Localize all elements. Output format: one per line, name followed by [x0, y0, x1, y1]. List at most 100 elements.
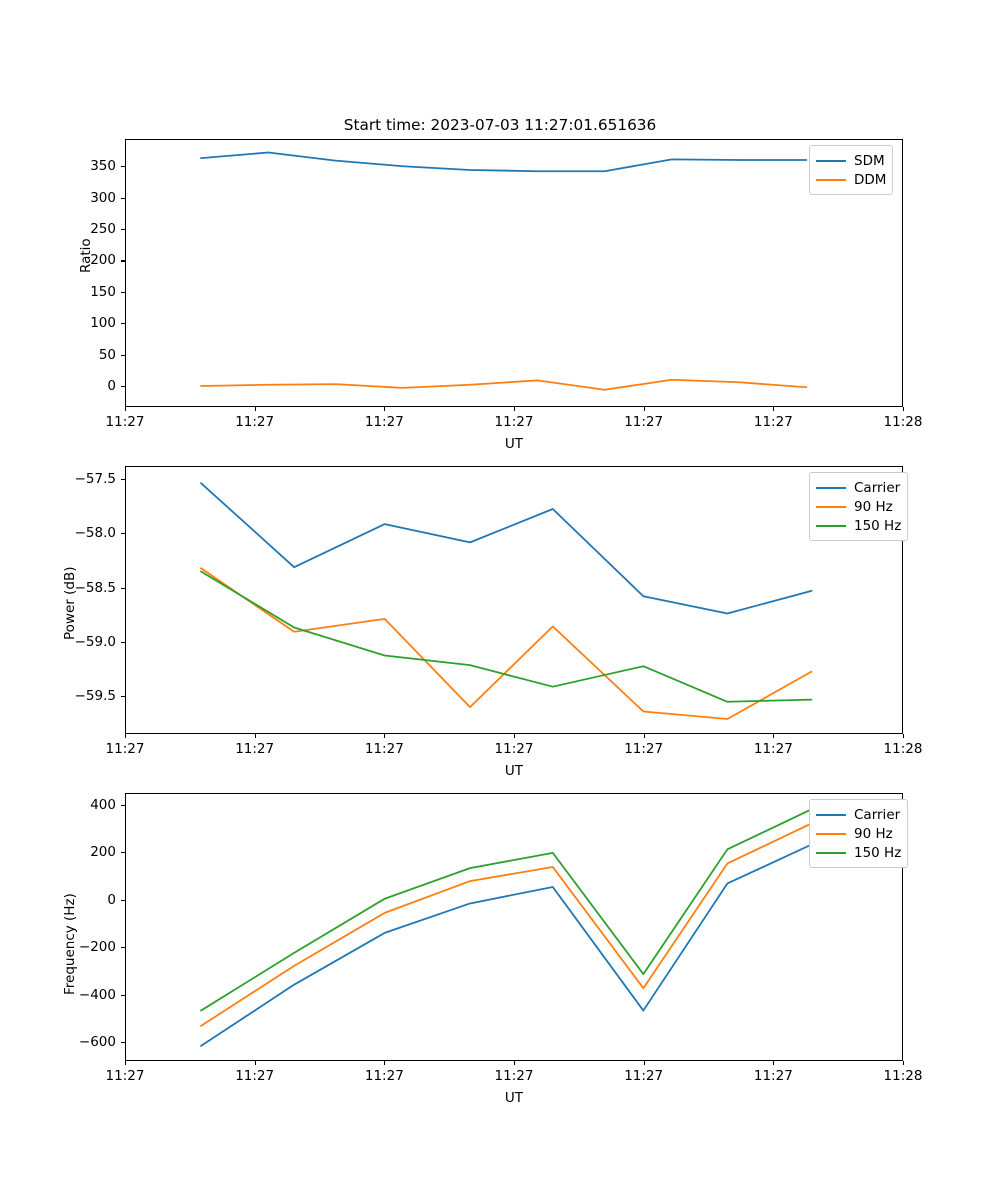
y-tick-label: 350	[90, 158, 116, 175]
subplot-frequency	[125, 793, 903, 1061]
x-tick-label: 11:27	[364, 414, 404, 430]
legend-entry[interactable]: 90 Hz	[816, 824, 901, 843]
x-tick-label: 11:27	[235, 741, 275, 757]
y-tick-label: 300	[90, 189, 116, 206]
x-tick-label: 11:27	[624, 1068, 664, 1084]
legend-line-swatch-icon	[816, 524, 846, 527]
x-tick-label: 11:27	[624, 741, 664, 757]
x-tick-mark	[254, 407, 256, 411]
y-tick-mark	[121, 1042, 125, 1044]
y-tick-mark	[121, 899, 125, 901]
legend-frequency[interactable]: Carrier 90 Hz 150 Hz	[809, 799, 909, 868]
legend-line-swatch-icon	[816, 505, 846, 508]
x-tick-mark	[643, 734, 645, 738]
x-tick-mark	[125, 734, 127, 738]
y-tick-label: −58.0	[74, 525, 116, 542]
legend-label: 150 Hz	[854, 844, 902, 861]
x-tick-mark	[773, 734, 775, 738]
x-tick-mark	[254, 1061, 256, 1065]
y-tick-label: 200	[90, 252, 116, 269]
x-tick-mark	[643, 1061, 645, 1065]
x-tick-mark	[773, 1061, 775, 1065]
x-tick-mark	[514, 1061, 516, 1065]
x-tick-mark	[125, 1061, 127, 1065]
y-tick-label: 250	[90, 220, 116, 237]
legend-line-swatch-icon	[816, 486, 846, 489]
x-tick-mark	[903, 1061, 905, 1065]
legend-entry[interactable]: Carrier	[816, 805, 901, 824]
x-tick-label: 11:27	[105, 414, 145, 430]
legend-label: 90 Hz	[854, 498, 893, 515]
x-tick-label: 11:28	[883, 1068, 923, 1084]
y-tick-label: −58.5	[74, 579, 116, 596]
y-tick-label: 0	[107, 891, 116, 908]
series-line-90-hz	[200, 822, 813, 1027]
y-tick-label: 50	[98, 346, 116, 363]
ylabel-frequency: Frequency (Hz)	[62, 893, 78, 995]
legend-line-swatch-icon	[816, 813, 846, 816]
x-tick-mark	[643, 407, 645, 411]
legend-entry[interactable]: SDM	[816, 151, 886, 170]
y-tick-mark	[121, 228, 125, 231]
x-tick-label: 11:27	[494, 741, 534, 757]
legend-ratio[interactable]: SDM DDM	[809, 145, 894, 195]
x-tick-label: 11:27	[235, 1068, 275, 1084]
legend-entry[interactable]: Carrier	[816, 478, 901, 497]
xlabel-frequency: UT	[504, 1090, 524, 1106]
x-tick-mark	[254, 734, 256, 738]
subplot-ratio	[125, 139, 903, 407]
x-tick-label: 11:27	[753, 414, 793, 430]
legend-label: DDM	[854, 171, 887, 188]
legend-power[interactable]: Carrier 90 Hz 150 Hz	[809, 472, 909, 541]
y-tick-mark	[121, 947, 125, 949]
y-tick-label: −59.5	[74, 688, 116, 705]
series-line-carrier	[200, 482, 813, 615]
x-tick-label: 11:27	[105, 1068, 145, 1084]
x-tick-mark	[125, 407, 127, 411]
x-tick-mark	[903, 407, 905, 411]
x-tick-label: 11:27	[364, 1068, 404, 1084]
y-tick-label: −200	[78, 939, 116, 956]
xlabel-ratio: UT	[504, 436, 524, 452]
x-tick-mark	[384, 734, 386, 738]
legend-line-swatch-icon	[816, 832, 846, 835]
y-tick-mark	[121, 587, 125, 589]
y-tick-label: 0	[107, 378, 116, 395]
y-tick-mark	[121, 696, 125, 698]
ylabel-power: Power (dB)	[62, 566, 78, 640]
plot-lines-ratio	[200, 151, 808, 391]
x-tick-label: 11:27	[105, 741, 145, 757]
y-tick-mark	[121, 260, 125, 262]
y-tick-mark	[121, 197, 125, 199]
y-tick-mark	[121, 641, 125, 643]
legend-label: Carrier	[854, 479, 901, 496]
legend-entry[interactable]: 150 Hz	[816, 843, 901, 862]
x-tick-label: 11:27	[624, 414, 664, 430]
y-tick-label: −57.5	[74, 471, 116, 488]
series-line-sdm	[200, 151, 808, 173]
x-tick-mark	[384, 1061, 386, 1065]
legend-line-swatch-icon	[816, 851, 846, 854]
y-tick-label: 200	[90, 844, 116, 861]
legend-entry[interactable]: 90 Hz	[816, 497, 901, 516]
legend-entry[interactable]: DDM	[816, 170, 886, 189]
x-tick-mark	[384, 407, 386, 411]
x-tick-mark	[903, 734, 905, 738]
y-tick-label: 100	[90, 315, 116, 332]
ylabel-ratio: Ratio	[78, 238, 94, 273]
legend-label: 150 Hz	[854, 517, 902, 534]
legend-line-swatch-icon	[816, 178, 846, 181]
series-line-carrier	[200, 843, 813, 1047]
y-tick-mark	[121, 533, 125, 535]
y-tick-label: −600	[78, 1034, 116, 1051]
y-tick-label: −400	[78, 986, 116, 1003]
x-tick-mark	[773, 407, 775, 411]
legend-label: 90 Hz	[854, 825, 893, 842]
y-tick-label: 400	[90, 796, 116, 813]
y-tick-mark	[121, 291, 125, 293]
x-tick-mark	[514, 734, 516, 738]
figure-title: Start time: 2023-07-03 11:27:01.651636	[343, 116, 657, 134]
legend-entry[interactable]: 150 Hz	[816, 516, 901, 535]
y-tick-label: −59.0	[74, 633, 116, 650]
